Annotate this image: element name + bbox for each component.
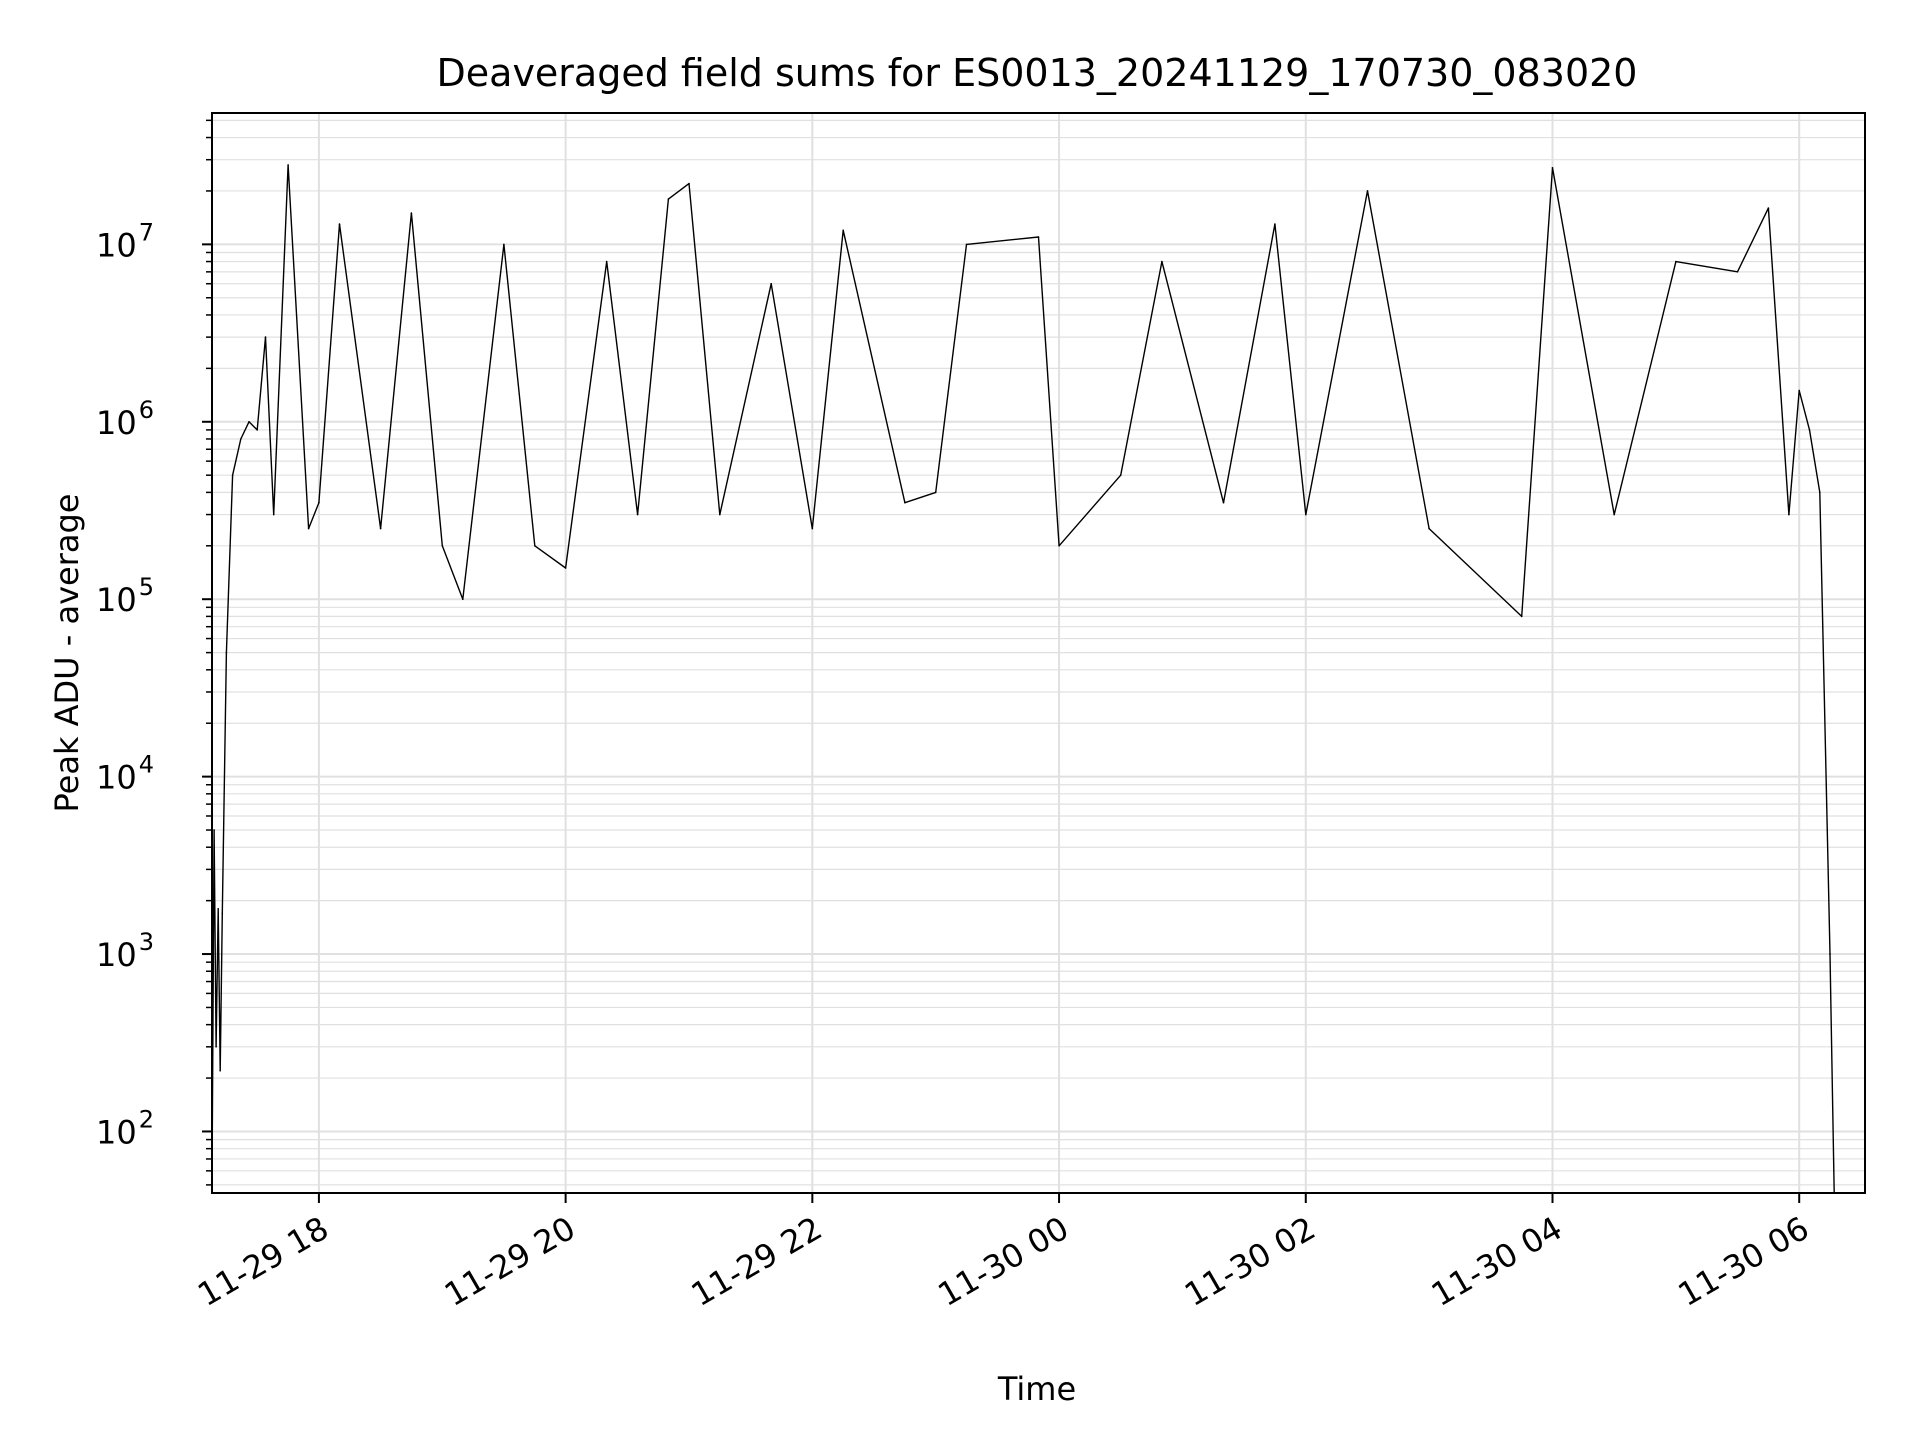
x-tick-label: 11-29 18 xyxy=(191,1209,335,1314)
data-point xyxy=(1366,190,1369,192)
y-tick-exponent: 4 xyxy=(139,751,154,779)
y-axis-label: Peak ADU - average xyxy=(48,494,86,813)
y-tick-label: 105 xyxy=(96,573,154,619)
plot-frame xyxy=(211,112,1866,1194)
x-tick-label: 11-30 00 xyxy=(931,1209,1075,1314)
data-point xyxy=(307,527,310,530)
data-point xyxy=(1551,167,1554,169)
data-point xyxy=(221,912,224,914)
y-tick-label: 103 xyxy=(96,928,154,974)
data-point xyxy=(534,545,536,547)
data-point xyxy=(318,501,320,504)
data-point xyxy=(441,545,444,547)
y-tick-label: 107 xyxy=(96,218,154,264)
data-point xyxy=(217,908,219,910)
data-point xyxy=(1798,389,1800,392)
data-point xyxy=(1613,513,1615,516)
data-point xyxy=(688,182,690,185)
data-point xyxy=(264,336,267,338)
data-point xyxy=(503,243,505,246)
data-point xyxy=(1819,491,1821,494)
data-point xyxy=(462,598,464,600)
y-tick-label: 104 xyxy=(96,751,154,797)
data-point xyxy=(904,501,906,504)
data-point xyxy=(410,212,413,214)
data-point xyxy=(605,260,608,263)
data-point xyxy=(231,474,234,477)
data-point xyxy=(225,651,228,654)
grid xyxy=(212,113,1865,1193)
data-point xyxy=(667,198,670,200)
data-point xyxy=(248,421,250,423)
data-point xyxy=(1788,513,1790,516)
data-point xyxy=(811,527,814,530)
data-point xyxy=(564,567,567,569)
data-point xyxy=(1808,429,1811,431)
chart-title: Deaveraged field sums for ES0013_2024112… xyxy=(437,51,1638,95)
data-point xyxy=(934,491,937,494)
data-point xyxy=(1767,207,1770,209)
data-point xyxy=(1058,545,1060,547)
data-point xyxy=(965,243,968,246)
x-tick-label: 11-30 06 xyxy=(1672,1209,1816,1314)
x-tick-label: 11-29 20 xyxy=(438,1209,582,1314)
y-tick-label: 102 xyxy=(96,1105,154,1151)
x-tick-label: 11-30 04 xyxy=(1425,1209,1569,1314)
data-point xyxy=(636,513,639,516)
data-point xyxy=(379,527,382,530)
data-point xyxy=(1829,953,1831,955)
data-point xyxy=(272,513,275,516)
x-axis-label: Time xyxy=(997,1370,1076,1408)
x-tick-label: 11-29 22 xyxy=(685,1209,829,1314)
data-point xyxy=(287,164,289,166)
axes: 102 103 104 105 106 107 11-29 18 11-29 20 11-29 … xyxy=(96,112,1866,1314)
data-point xyxy=(213,829,215,831)
y-tick-label: 106 xyxy=(96,396,154,442)
data-point xyxy=(1520,615,1523,618)
data-point xyxy=(1037,236,1040,238)
x-tick-label: 11-30 02 xyxy=(1178,1209,1322,1314)
data-point xyxy=(1119,474,1122,477)
data-point xyxy=(770,282,772,285)
data-point xyxy=(1161,260,1163,263)
data-point xyxy=(1675,260,1677,263)
y-tick-exponent: 2 xyxy=(139,1105,154,1133)
data-point xyxy=(719,513,721,516)
data-point xyxy=(1222,501,1225,504)
data-point xyxy=(842,229,844,232)
y-tick-exponent: 5 xyxy=(139,573,154,601)
data-point xyxy=(240,438,242,440)
data-point xyxy=(1274,223,1276,225)
data-point xyxy=(256,429,259,431)
data-point xyxy=(338,223,341,225)
y-tick-exponent: 7 xyxy=(139,218,154,246)
series-line xyxy=(211,164,1835,1194)
data-point xyxy=(1428,527,1430,530)
data-point xyxy=(219,1069,221,1072)
data-point xyxy=(1305,513,1307,516)
y-tick-exponent: 6 xyxy=(139,396,154,424)
y-tick-exponent: 3 xyxy=(139,928,154,956)
series-layer xyxy=(211,164,1835,1194)
data-point xyxy=(215,1046,217,1048)
data-point xyxy=(1736,271,1739,273)
